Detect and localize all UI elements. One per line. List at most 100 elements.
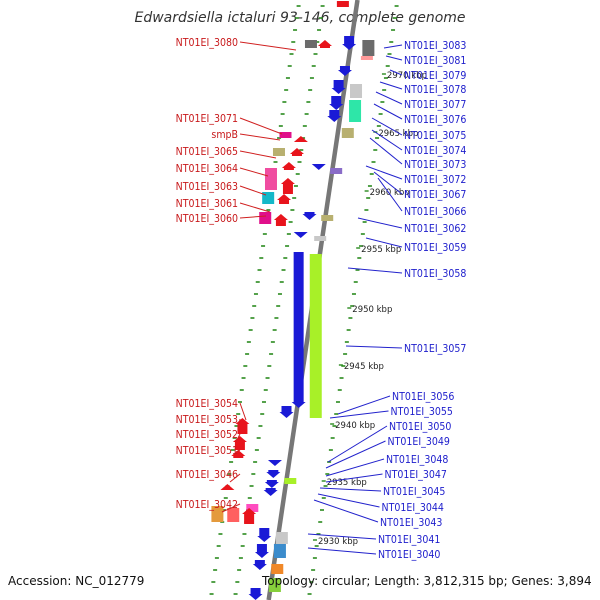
leader-line [239, 133, 281, 141]
gene-label-right: NT01EI_3057 [404, 343, 466, 355]
gene-label-left: NT01EI_3061 [176, 198, 238, 210]
leader-line [313, 499, 379, 523]
gene-box [284, 478, 297, 484]
leader-line [347, 267, 403, 274]
gene-arrow-reverse [331, 80, 346, 94]
gene-label-right: NT01EI_3040 [378, 549, 440, 561]
leader-line [221, 503, 241, 513]
kbp-label: 2940 kbp [335, 421, 375, 431]
gene-label-left: NT01EI_3042 [176, 499, 238, 511]
gene-label-right: NT01EI_3058 [404, 268, 466, 280]
leader-line [239, 167, 269, 177]
leader-line [239, 117, 283, 135]
leader-line [239, 402, 247, 421]
gene-arrow-reverse [302, 212, 317, 220]
tick-track-inner [233, 5, 325, 595]
gene-box [350, 84, 363, 98]
gene-box [211, 506, 224, 522]
gene-arrow-reverse [257, 528, 272, 542]
gene-box [227, 508, 240, 522]
leader-line [325, 473, 383, 483]
leader-line [235, 433, 241, 443]
leader-line [329, 410, 389, 419]
gene-box [268, 578, 281, 592]
gene-label-right: NT01EI_3047 [385, 469, 447, 481]
gene-label-left: NT01EI_3046 [176, 469, 238, 481]
gene-arrow-reverse [329, 96, 344, 110]
gene-box [259, 212, 272, 224]
gene-label-right: NT01EI_3050 [389, 421, 451, 433]
kbp-label: 2950 kbp [352, 305, 392, 315]
leader-line [365, 165, 403, 180]
gene-arrow-reverse [266, 470, 281, 478]
gene-labels: NT01EI_3080 NT01EI_3071 smpB NT01EI_3065 NT0… [176, 37, 467, 561]
gene-arrow-reverse [252, 560, 267, 570]
accession-text: Accession: NC_012779 [8, 574, 145, 588]
gene-label-right: NT01EI_3062 [404, 223, 466, 235]
leader-line [239, 185, 267, 196]
gene-label-left: NT01EI_3053 [176, 414, 238, 426]
gene-box [275, 532, 288, 544]
leader-line [375, 91, 403, 105]
gene-label-left: NT01EI_3071 [176, 113, 238, 125]
gene-label-left: NT01EI_3064 [176, 163, 238, 175]
leader-line [371, 129, 403, 151]
gene-label-left: NT01EI_3065 [176, 146, 238, 158]
gene-arrow-reverse [342, 36, 357, 50]
gene-box [360, 56, 373, 60]
leader-line [325, 458, 385, 477]
gene-box [271, 564, 284, 574]
map-title: Edwardsiella ictaluri 93-146, complete g… [134, 10, 465, 26]
gene-label-right: NT01EI_3041 [378, 534, 440, 546]
gene-arrow-forward [232, 436, 247, 450]
leader-line [325, 440, 386, 469]
gene-label-right: NT01EI_3074 [404, 145, 466, 157]
gene-box [321, 215, 334, 221]
gene-box [314, 236, 327, 241]
gene-label-left: NT01EI_3080 [176, 37, 238, 49]
kbp-label: 2960 kbp [370, 188, 410, 198]
leader-line [369, 137, 403, 165]
leader-line [377, 177, 403, 212]
gene-box [309, 254, 322, 418]
gene-label-right: NT01EI_3044 [382, 502, 444, 514]
gene-arrow-reverse [267, 460, 282, 466]
gene-arrow-reverse [327, 110, 342, 122]
gene-box [246, 504, 259, 512]
gene-arrow-forward [220, 484, 235, 490]
leader-line [229, 473, 241, 483]
leader-line [389, 69, 403, 76]
gene-arrow-reverse [291, 252, 306, 408]
gene-label-right: NT01EI_3055 [391, 406, 453, 418]
gene-label-left: NT01EI_3052 [176, 429, 238, 441]
gene-arrow-forward [280, 178, 295, 194]
kbp-label: 2955 kbp [361, 245, 401, 255]
gene-label-right: NT01EI_3049 [388, 436, 450, 448]
gene-arrow-forward [242, 508, 257, 524]
gene-label-right: NT01EI_3075 [404, 130, 466, 142]
feature-tracks [211, 1, 375, 600]
gene-arrow-reverse [254, 544, 269, 558]
leader-line [373, 103, 403, 120]
leader-line [337, 395, 391, 415]
label-leaders [221, 41, 403, 555]
gene-label-right: NT01EI_3073 [404, 159, 466, 171]
gene-label-left: smpB [211, 129, 238, 141]
kbp-label: 2945 kbp [344, 362, 384, 372]
gene-box [330, 168, 343, 174]
gene-arrow-forward [281, 162, 296, 170]
tick-track-right [307, 5, 399, 595]
leader-line [371, 117, 403, 136]
gene-box [264, 168, 277, 190]
gene-arrow-reverse [264, 480, 279, 488]
gene-arrow-reverse [263, 488, 278, 496]
gene-arrow-forward [289, 148, 304, 156]
kbp-label: 2965 kbp [378, 129, 418, 139]
leader-line [319, 487, 382, 492]
leader-line [307, 533, 377, 540]
leader-line [239, 150, 277, 159]
gene-label-right: NT01EI_3077 [404, 99, 466, 111]
gene-box [336, 1, 349, 7]
gene-arrow-forward [231, 450, 246, 458]
